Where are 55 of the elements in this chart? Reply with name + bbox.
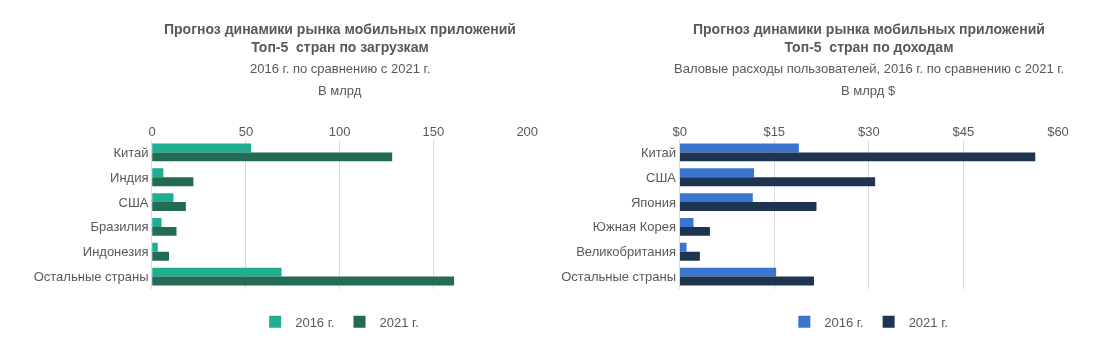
y-tick-label: Индия <box>110 169 149 185</box>
y-tick-label: США <box>646 169 677 185</box>
x-tick-label: $30 <box>857 124 880 140</box>
bar <box>152 193 174 203</box>
chart-subtitle: Валовые расходы пользователей, 2016 г. по сравнению с 2021 г. <box>674 61 1065 76</box>
x-tick-label: 150 <box>422 124 445 140</box>
x-axis-title: В млрд <box>318 83 362 98</box>
x-tick-label: 200 <box>516 124 539 140</box>
y-tick-label: США <box>118 194 149 210</box>
bar <box>152 242 158 252</box>
bar <box>679 168 755 178</box>
legend-label: 2021 г. <box>908 314 948 330</box>
bar <box>679 143 799 153</box>
bar <box>679 202 817 212</box>
bar <box>679 217 694 227</box>
bar <box>152 143 252 153</box>
y-tick-label: Великобритания <box>576 244 677 260</box>
bar <box>152 202 186 212</box>
y-tick-label: Южная Корея <box>592 219 677 235</box>
x-tick-label: $0 <box>672 124 687 140</box>
bar <box>152 276 455 286</box>
bar <box>679 177 876 187</box>
bar <box>152 217 162 227</box>
x-tick-label: $45 <box>952 124 975 140</box>
x-tick-label: $15 <box>763 124 786 140</box>
bar <box>679 251 700 261</box>
bar <box>679 226 710 236</box>
legend-label: 2021 г. <box>379 314 419 330</box>
legend-label: 2016 г. <box>295 314 335 330</box>
bar <box>679 276 814 286</box>
x-tick-label: $60 <box>1047 124 1069 140</box>
x-tick-label: 100 <box>328 124 351 140</box>
chart-title: Прогноз динамики рынка мобильных приложений Топ-5 стран по загрузкам <box>164 21 516 56</box>
legend-label: 2016 г. <box>824 314 864 330</box>
bar <box>679 193 753 203</box>
bar <box>152 177 194 187</box>
y-tick-label: Остальные страны <box>561 269 677 285</box>
chart-title: Прогноз динамики рынка мобильных приложений Топ-5 стран по доходам <box>693 21 1045 56</box>
y-tick-label: Япония <box>630 194 677 210</box>
bar <box>152 226 177 236</box>
y-tick-label: Китай <box>640 144 677 160</box>
bar <box>679 152 1036 162</box>
y-tick-label: Индонезия <box>82 244 149 260</box>
bar <box>152 251 170 261</box>
bar <box>152 152 393 162</box>
bar <box>679 242 687 252</box>
bar <box>679 267 777 277</box>
x-axis-title: В млрд $ <box>841 83 896 98</box>
x-tick-label: 0 <box>148 124 156 140</box>
chart-subtitle: 2016 г. по сравнению с 2021 г. <box>250 61 431 76</box>
x-tick-label: 50 <box>238 124 254 140</box>
y-tick-label: Бразилия <box>90 219 149 235</box>
bar <box>152 267 282 277</box>
y-tick-label: Остальные страны <box>33 269 149 285</box>
y-tick-label: Китай <box>113 144 149 160</box>
